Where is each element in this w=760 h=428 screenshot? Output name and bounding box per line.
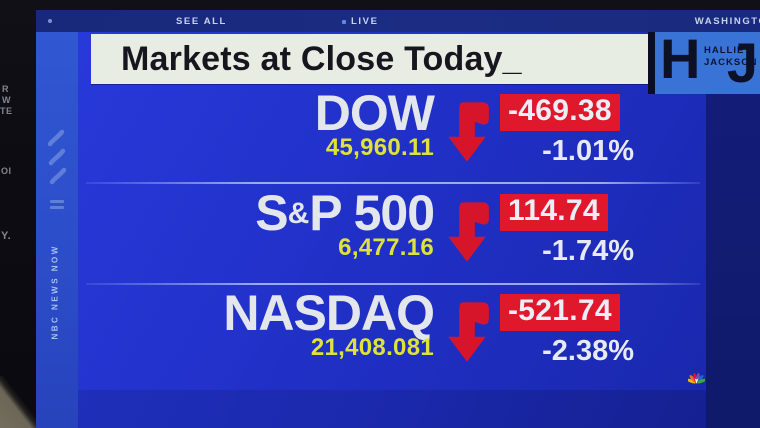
broadcast-top-bar: SEE ALL LIVE WASHINGTON <box>36 10 760 32</box>
screen-right-region <box>706 92 760 428</box>
market-row-nasdaq: NASDAQ 21,408.081 -521.74 -2.38% <box>140 288 648 388</box>
equals-mark-icon <box>50 200 64 210</box>
index-name: S&P 500 <box>255 185 435 241</box>
background-text-fragment: Y. <box>1 230 12 242</box>
change-badge: 114.74 <box>500 194 608 231</box>
down-arrow-icon <box>434 188 500 277</box>
percent-change: -2.38% <box>542 335 634 367</box>
host-first-name: HALLIE <box>704 45 745 56</box>
headline-banner: Markets at Close Today_ <box>91 34 653 84</box>
down-arrow-icon <box>434 88 500 177</box>
screen-content: NBC NEWS NOW DOW 45,960.11 <box>36 28 760 428</box>
markets-rows: DOW 45,960.11 -469.38 -1.01% <box>140 88 648 388</box>
live-label: LIVE <box>351 16 379 27</box>
tv-screen: SEE ALL LIVE WASHINGTON NBC NEWS NOW <box>36 10 760 428</box>
headline-title: Markets at Close Today_ <box>121 39 522 78</box>
nbc-peacock-icon <box>686 372 707 391</box>
host-last-name: JACKSON <box>704 57 758 69</box>
change-badge: -521.74 <box>500 294 620 331</box>
market-row-dow: DOW 45,960.11 -469.38 -1.01% <box>140 88 648 188</box>
change-badge: -469.38 <box>500 94 620 131</box>
index-value: 21,408.081 <box>310 334 434 361</box>
markets-panel: DOW 45,960.11 -469.38 -1.01% <box>78 32 706 390</box>
down-arrow-icon <box>434 288 500 377</box>
network-side-strip: NBC NEWS NOW <box>36 32 78 428</box>
index-value: 6,477.16 <box>338 234 434 261</box>
live-dot-icon <box>342 19 346 24</box>
monitor-bezel-corner <box>0 376 42 428</box>
row-divider <box>86 283 700 285</box>
nbc-news-now-waves-icon <box>47 129 67 185</box>
network-name-vertical: NBC NEWS NOW <box>50 244 60 340</box>
percent-change: -1.01% <box>542 135 634 167</box>
show-logo: H HALLIE JACKSON J <box>648 28 760 94</box>
background-text-fragment: OI <box>1 166 12 176</box>
bullet-icon <box>48 19 52 23</box>
market-row-sp500: S&P 500 6,477.16 114.74 -1.74% <box>140 188 648 288</box>
percent-change: -1.74% <box>542 235 634 267</box>
see-all-label: SEE ALL <box>176 16 227 27</box>
index-value: 45,960.11 <box>325 134 434 161</box>
row-divider <box>86 182 700 184</box>
background-text-fragment: TE <box>0 106 13 116</box>
logo-bar <box>648 32 655 94</box>
background-text-fragment: W <box>2 95 11 105</box>
index-name: NASDAQ <box>223 285 435 341</box>
background-text-fragment: R <box>2 84 9 94</box>
live-indicator: LIVE <box>342 16 379 27</box>
location-label: WASHINGTON <box>694 16 760 27</box>
logo-initial-h: H <box>660 27 701 90</box>
logo-initial-j: J <box>726 31 758 94</box>
index-name: DOW <box>314 85 435 141</box>
